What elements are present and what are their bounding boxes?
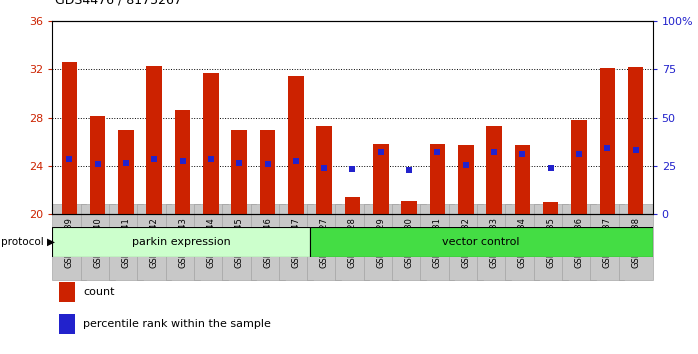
Text: parkin expression: parkin expression	[132, 236, 230, 247]
Text: count: count	[83, 287, 114, 297]
Point	[92, 161, 103, 167]
Text: vector control: vector control	[443, 236, 520, 247]
Bar	[628, 67, 644, 214]
Point	[347, 166, 358, 172]
Point	[489, 149, 500, 155]
Text: protocol ▶: protocol ▶	[1, 236, 55, 247]
Bar	[345, 197, 360, 214]
Bar	[600, 68, 615, 214]
Point	[403, 167, 415, 172]
Bar	[203, 73, 218, 214]
Point	[64, 156, 75, 162]
Point	[262, 161, 273, 167]
Point	[432, 149, 443, 155]
Bar	[260, 130, 275, 214]
Point	[376, 149, 387, 155]
Point	[120, 160, 131, 166]
Bar	[118, 130, 134, 214]
Point	[149, 156, 160, 162]
Bar	[571, 120, 587, 214]
Point	[234, 160, 245, 166]
Bar	[310, 227, 653, 257]
Point	[630, 147, 641, 153]
Bar	[373, 144, 389, 214]
Bar	[52, 227, 310, 257]
Text: GDS4476 / 8175267: GDS4476 / 8175267	[55, 0, 182, 7]
Bar	[147, 66, 162, 214]
Bar	[514, 145, 530, 214]
Bar	[487, 126, 502, 214]
Point	[545, 165, 556, 171]
Point	[318, 165, 329, 171]
Point	[574, 152, 585, 157]
Bar	[458, 145, 473, 214]
Bar	[430, 144, 445, 214]
Bar	[90, 116, 105, 214]
Bar	[401, 201, 417, 214]
Bar	[543, 202, 558, 214]
Point	[517, 152, 528, 157]
Bar	[174, 110, 191, 214]
Point	[205, 156, 216, 162]
Bar	[232, 130, 247, 214]
Point	[602, 145, 613, 151]
Text: percentile rank within the sample: percentile rank within the sample	[83, 319, 271, 329]
Point	[290, 158, 302, 164]
Bar	[316, 126, 332, 214]
Point	[177, 158, 188, 163]
Bar	[288, 75, 304, 214]
Bar	[61, 62, 77, 214]
Point	[460, 162, 471, 167]
